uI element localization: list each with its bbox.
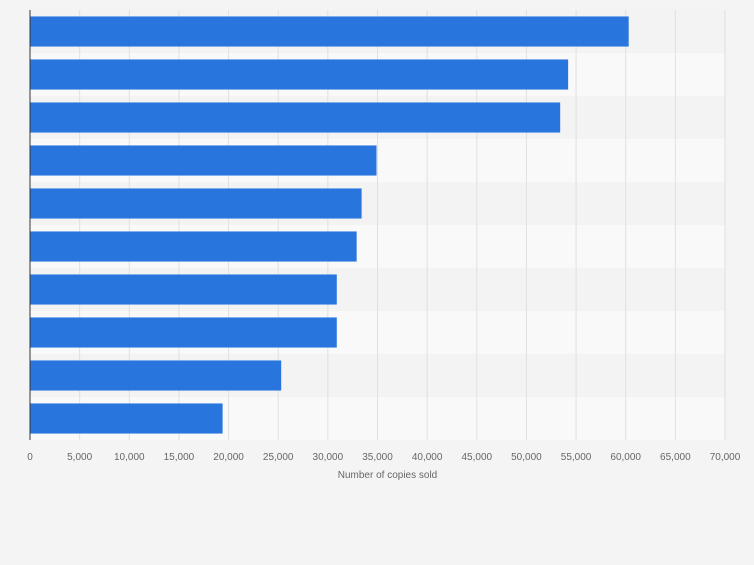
bar[interactable] — [30, 188, 362, 219]
bars — [30, 16, 629, 434]
x-tick-label: 15,000 — [164, 452, 195, 463]
bar[interactable] — [30, 317, 337, 348]
x-tick-label: 70,000 — [710, 452, 741, 463]
bar[interactable] — [30, 403, 223, 434]
x-tick-label: 0 — [27, 452, 33, 463]
bar[interactable] — [30, 16, 629, 47]
x-tick-label: 5,000 — [67, 452, 92, 463]
x-tick-label: 10,000 — [114, 452, 145, 463]
x-tick-label: 45,000 — [461, 452, 492, 463]
bar[interactable] — [30, 274, 337, 305]
x-tick-label: 65,000 — [660, 452, 691, 463]
bar[interactable] — [30, 360, 282, 391]
x-tick-label: 50,000 — [511, 452, 542, 463]
x-axis-label: Number of copies sold — [338, 470, 438, 481]
x-tick-label: 55,000 — [561, 452, 592, 463]
bar[interactable] — [30, 145, 377, 176]
bar[interactable] — [30, 59, 569, 90]
x-tick-label: 25,000 — [263, 452, 294, 463]
x-tick-labels: 0 5,000 10,000 15,000 20,000 25,000 30,000 35,0… — [27, 452, 741, 463]
bar[interactable] — [30, 231, 357, 262]
x-tick-label: 35,000 — [362, 452, 393, 463]
bar[interactable] — [30, 102, 561, 133]
x-tick-label: 60,000 — [610, 452, 641, 463]
x-tick-label: 40,000 — [412, 452, 443, 463]
x-tick-label: 20,000 — [213, 452, 244, 463]
x-tick-label: 30,000 — [313, 452, 344, 463]
